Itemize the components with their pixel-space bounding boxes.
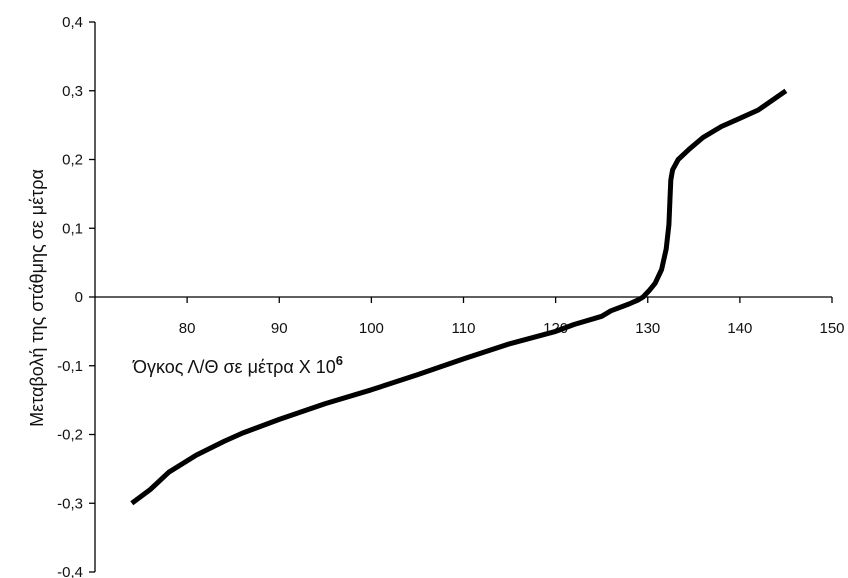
y-tick-label: 0,1 (62, 220, 83, 237)
x-tick-label: 90 (271, 320, 288, 337)
x-tick-label: 80 (179, 320, 196, 337)
y-axis: -0,4 -0,3 -0,2 -0,1 0 0,1 0,2 0,3 0,4 (57, 14, 96, 578)
y-tick-label: -0,1 (57, 358, 83, 375)
y-axis-title: Μεταβολή της στάθμης σε μέτρα (27, 169, 47, 427)
x-tick-label: 100 (359, 320, 384, 337)
x-axis: 80 90 100 110 120 130 140 150 (95, 296, 845, 337)
y-tick-label: -0,3 (57, 495, 83, 512)
x-tick-label: 110 (452, 320, 476, 337)
y-tick-label: 0 (75, 289, 83, 306)
y-tick-label: 0,3 (62, 83, 83, 100)
y-tick-label: 0,2 (62, 152, 83, 169)
x-tick-label: 150 (819, 320, 844, 337)
x-axis-title: Όγκος Λ/Θ σε μέτρα Χ 106 (132, 353, 343, 377)
x-tick-label: 130 (635, 320, 660, 337)
x-tick-label: 140 (727, 320, 752, 337)
y-tick-label: -0,4 (57, 564, 83, 578)
series-line (130, 88, 788, 506)
y-tick-label: 0,4 (62, 14, 83, 31)
y-tick-label: -0,2 (57, 427, 83, 444)
series (130, 88, 788, 506)
